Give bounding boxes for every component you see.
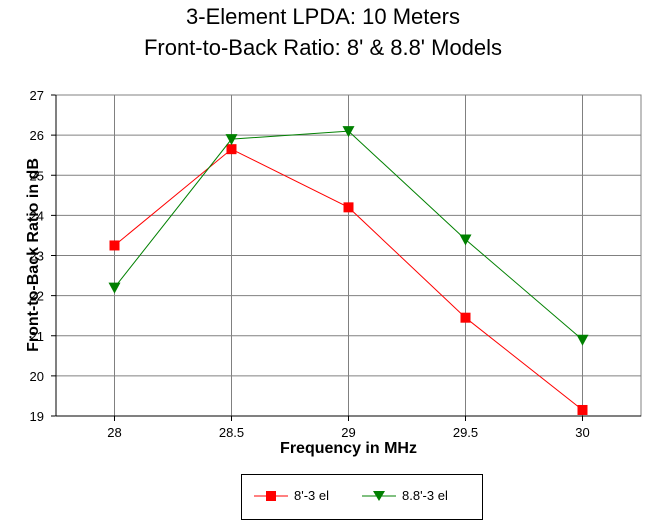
data-point-series-2 xyxy=(108,282,121,294)
data-point-series-1 xyxy=(109,240,120,251)
legend-label-series-2: 8.8'-3 el xyxy=(402,488,448,503)
y-tick-label: 27 xyxy=(30,88,44,103)
data-point-series-2 xyxy=(576,334,589,346)
legend-item-series-2: 8.8'-3 el xyxy=(362,488,448,503)
x-tick-label: 30 xyxy=(575,425,589,440)
y-tick-label: 22 xyxy=(30,289,44,304)
chart-subtitle: Front-to-Back Ratio: 8' & 8.8' Models xyxy=(143,35,503,60)
y-tick-label: 20 xyxy=(30,369,44,384)
data-point-series-1 xyxy=(460,312,471,323)
y-tick-label: 21 xyxy=(30,329,44,344)
y-tick-label: 23 xyxy=(30,249,44,264)
legend: 8'-3 el 8.8'-3 el xyxy=(241,474,483,520)
legend-marker-triangle-icon xyxy=(362,490,396,501)
x-tick-label: 28 xyxy=(107,425,121,440)
x-tick-label: 29.5 xyxy=(453,425,478,440)
data-point-series-2 xyxy=(342,126,355,138)
data-point-series-1 xyxy=(343,202,354,213)
data-point-series-2 xyxy=(459,234,472,246)
y-tick-label: 25 xyxy=(30,168,44,183)
y-tick-label: 26 xyxy=(30,128,44,143)
y-axis-label: Front-to-Back Ratio in dB xyxy=(25,157,42,352)
chart-title: 3-Element LPDA: 10 Meters xyxy=(186,4,460,29)
x-tick-label: 29 xyxy=(341,425,355,440)
y-tick-label: 19 xyxy=(30,409,44,424)
data-point-series-2 xyxy=(225,134,238,146)
legend-label-series-1: 8'-3 el xyxy=(294,488,330,503)
data-point-series-1 xyxy=(226,144,237,155)
y-tick-label: 24 xyxy=(30,208,44,223)
data-point-series-1 xyxy=(577,404,588,415)
chart-plot: 19 20 21 22 23 24 25 26 27 28 28.5 29 29.5 30 xyxy=(30,88,642,440)
x-axis-label: Frequency in MHz xyxy=(280,440,417,457)
legend-marker-square-icon xyxy=(254,490,288,501)
x-tick-label: 28.5 xyxy=(219,425,244,440)
legend-item-series-1: 8'-3 el xyxy=(254,488,329,503)
